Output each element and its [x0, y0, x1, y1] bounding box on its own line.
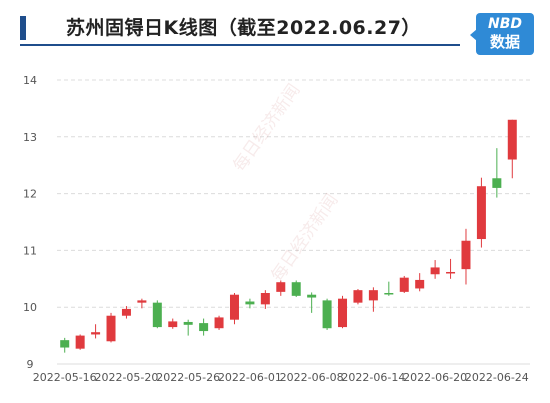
candle	[229, 293, 239, 325]
logo-text-data: 数据	[489, 33, 520, 51]
candle-body	[183, 321, 193, 325]
x-tick-label: 2022-06-24	[465, 371, 529, 384]
x-axis: 2022-05-162022-05-202022-05-262022-06-01…	[33, 371, 529, 384]
candle-body	[492, 178, 502, 188]
x-tick-label: 2022-06-14	[341, 371, 405, 384]
candle	[461, 228, 471, 285]
candle	[183, 319, 193, 336]
chart-title: 苏州固锝日K线图（截至2022.06.27）	[66, 17, 421, 39]
x-tick-label: 2022-06-20	[403, 371, 467, 384]
candle-body	[353, 290, 363, 303]
candle	[507, 119, 517, 179]
x-tick-label: 2022-06-08	[280, 371, 344, 384]
grid-lines	[57, 79, 530, 365]
logo-pointer	[470, 29, 477, 41]
candle	[214, 315, 224, 330]
candle-body	[137, 300, 147, 303]
candle	[152, 300, 162, 329]
candle-body	[60, 340, 70, 348]
candle-body	[245, 301, 255, 305]
candle	[322, 298, 332, 330]
candle	[91, 324, 101, 339]
candle-body	[322, 300, 332, 329]
candle-body	[75, 335, 85, 349]
candle	[276, 280, 286, 296]
candle-body	[307, 294, 317, 298]
candle	[338, 295, 348, 329]
candle-body	[106, 315, 116, 342]
candle	[199, 318, 209, 336]
candle-body	[430, 267, 440, 275]
candle-body	[476, 186, 486, 240]
y-tick-label: 14	[23, 74, 37, 87]
y-tick-label: 13	[23, 131, 37, 144]
candle-body	[168, 321, 178, 328]
candle-body	[368, 290, 378, 301]
candle	[446, 258, 456, 279]
x-tick-label: 2022-06-01	[218, 371, 282, 384]
candle	[353, 289, 363, 305]
candle	[260, 290, 270, 309]
candle	[168, 318, 178, 329]
x-tick-label: 2022-05-26	[156, 371, 220, 384]
logo-text-nbd: NBD	[487, 16, 522, 32]
candle	[307, 292, 317, 313]
candle-body	[199, 323, 209, 332]
nbd-logo: NBD 数据	[470, 13, 534, 55]
candle	[60, 337, 70, 353]
candle-body	[384, 293, 394, 295]
candle	[476, 177, 486, 248]
candle	[384, 281, 394, 296]
y-axis: 9 10 11 12 13 14	[23, 74, 37, 371]
candle-body	[338, 298, 348, 328]
title-accent-bar	[20, 16, 26, 40]
candle	[291, 280, 301, 297]
candle	[430, 260, 440, 279]
y-tick-label: 12	[23, 188, 37, 201]
candle	[399, 275, 409, 293]
candle-body	[214, 317, 224, 329]
candle-body	[229, 294, 239, 320]
candle-body	[260, 293, 270, 305]
candle-body	[276, 282, 286, 292]
y-tick-label: 11	[23, 244, 37, 257]
candle-body	[121, 308, 131, 316]
candle-body	[152, 302, 162, 328]
candle-body	[507, 119, 517, 160]
candles	[60, 119, 517, 353]
candle-body	[415, 279, 425, 289]
candle	[492, 148, 502, 198]
candle	[106, 312, 116, 343]
title-divider	[20, 44, 460, 46]
candle	[415, 273, 425, 292]
candle	[121, 306, 131, 319]
candle-body	[91, 332, 101, 335]
candle	[368, 287, 378, 312]
candle-body	[461, 240, 471, 270]
y-tick-label: 10	[23, 301, 37, 314]
x-tick-label: 2022-05-16	[33, 371, 97, 384]
y-tick-label: 9	[27, 358, 34, 371]
candle	[75, 334, 85, 350]
candle	[245, 298, 255, 309]
chart-header: 苏州固锝日K线图（截至2022.06.27）	[0, 0, 550, 48]
candle-body	[399, 277, 409, 292]
candle-body	[291, 282, 301, 296]
candle	[137, 298, 147, 309]
candle-body	[446, 271, 456, 274]
x-tick-label: 2022-05-20	[94, 371, 158, 384]
